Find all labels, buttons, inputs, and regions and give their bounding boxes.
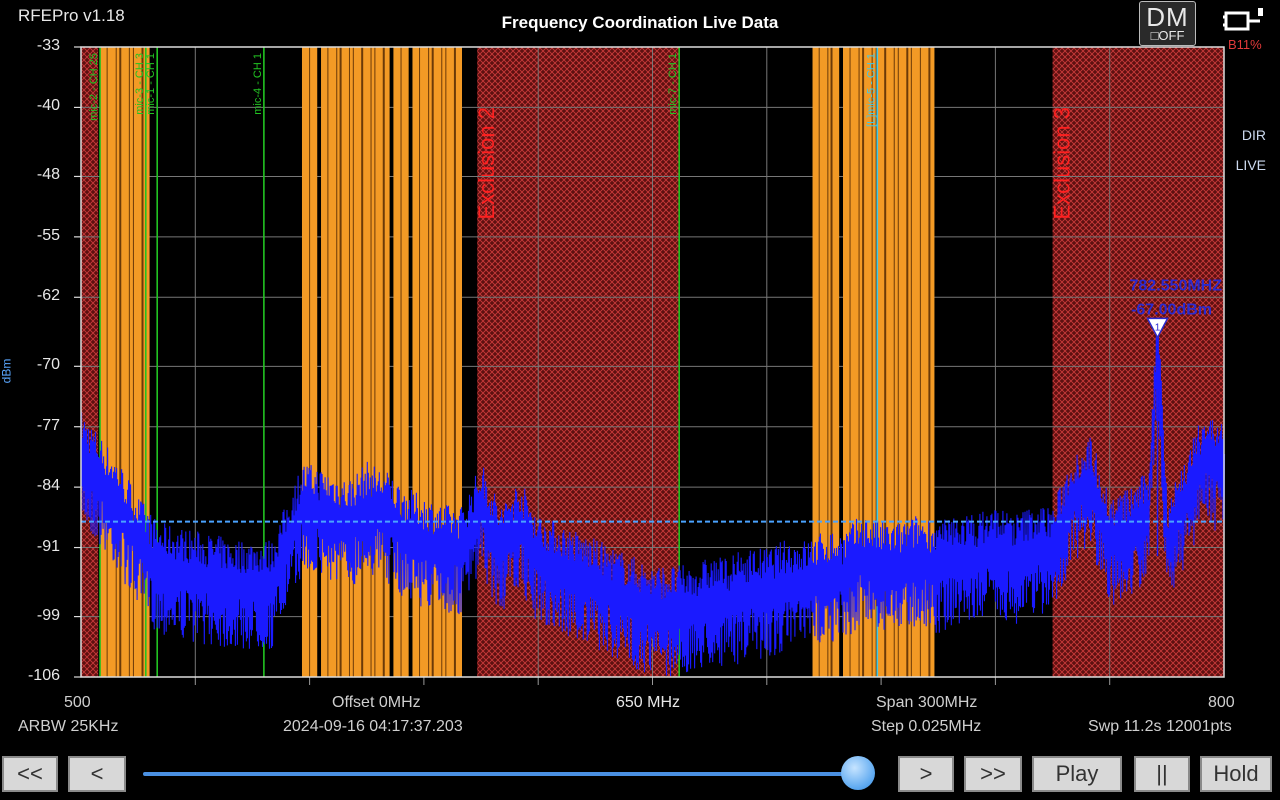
- spectrum-trace: [80, 327, 1226, 677]
- app-title: RFEPro v1.18: [18, 6, 125, 25]
- peak-marker-icon: [1146, 317, 1169, 340]
- datetime-readout: 2024-09-16 04:17:37.203: [283, 718, 463, 735]
- y-tick-label: -40: [36, 97, 60, 115]
- peak-marker-id: 1: [1155, 322, 1161, 333]
- channel-marker-label: [L]mic-5 - CH 1: [865, 53, 877, 127]
- y-tick-label: -84: [36, 477, 60, 495]
- dm-badge-label: DM: [1146, 2, 1189, 32]
- x-tick-center: 650 MHz: [616, 694, 681, 711]
- exclusion-zone-label: Exclusion 3: [1050, 107, 1075, 220]
- dm-toggle-button[interactable]: DM □OFF: [1139, 1, 1196, 46]
- exclusion-zone: [81, 47, 99, 677]
- y-tick-label: -77: [36, 416, 60, 434]
- y-tick-label: -33: [36, 37, 60, 54]
- y-tick-label: -48: [36, 166, 60, 184]
- playback-slider-track[interactable]: [143, 772, 873, 776]
- offset-readout: Offset 0MHz: [332, 694, 421, 711]
- exclusion-zone: [1052, 47, 1224, 677]
- y-tick-label: -70: [36, 356, 60, 374]
- spectrum-plot[interactable]: Exclusion 2 Exclusion 3 mic-2 - CH 25 mic-…: [0, 0, 1280, 720]
- dir-label[interactable]: DIR: [1241, 127, 1266, 143]
- y-tick-label: -62: [36, 287, 60, 305]
- playback-slider-thumb[interactable]: [841, 756, 876, 790]
- channel-marker-label: mic-7 - CH 1: [667, 53, 679, 115]
- channel-marker-label: mic-2 - CH 25: [88, 53, 100, 121]
- pause-button[interactable]: ||: [1134, 756, 1190, 792]
- arbw-readout: ARBW 25KHz: [18, 718, 119, 735]
- step-back-button[interactable]: <: [68, 756, 126, 792]
- y-tick-label: -99: [36, 606, 60, 624]
- y-tick-label: -55: [36, 226, 60, 244]
- x-tick-start: 500: [64, 694, 91, 711]
- plot-frame: [80, 46, 1225, 678]
- battery-percentage: B11%: [1228, 37, 1262, 52]
- step-forward-button[interactable]: >: [898, 756, 954, 792]
- fast-forward-button[interactable]: >>: [964, 756, 1022, 792]
- chart-title: Frequency Coordination Live Data: [501, 13, 779, 32]
- peak-marker-frequency: 782.550MHZ: [1130, 277, 1223, 294]
- channel-marker-label: mic-4 - CH 1: [252, 53, 264, 115]
- occupied-band: [321, 47, 390, 677]
- live-label[interactable]: LIVE: [1235, 157, 1266, 173]
- channel-marker-label: mic-3 - CH 3: [134, 53, 146, 115]
- y-tick-label: -106: [27, 667, 60, 684]
- dm-badge-state: □OFF: [1150, 28, 1185, 43]
- y-tick-label: -91: [36, 537, 60, 555]
- rewind-button[interactable]: <<: [2, 756, 58, 792]
- peak-marker-level: -67.00dBm: [1131, 301, 1212, 318]
- battery-plug-icon: [1223, 8, 1263, 31]
- x-tick-end: 800: [1208, 694, 1235, 711]
- hold-button[interactable]: Hold: [1200, 756, 1272, 792]
- sweep-readout: Swp 11.2s 12001pts: [1088, 718, 1232, 735]
- span-readout: Span 300MHz: [876, 694, 978, 711]
- exclusion-zone-label: Exclusion 2: [474, 107, 499, 220]
- play-button[interactable]: Play: [1032, 756, 1122, 792]
- channel-marker-label: mic-1 - CH 1: [145, 53, 157, 115]
- step-readout: Step 0.025MHz: [871, 718, 982, 735]
